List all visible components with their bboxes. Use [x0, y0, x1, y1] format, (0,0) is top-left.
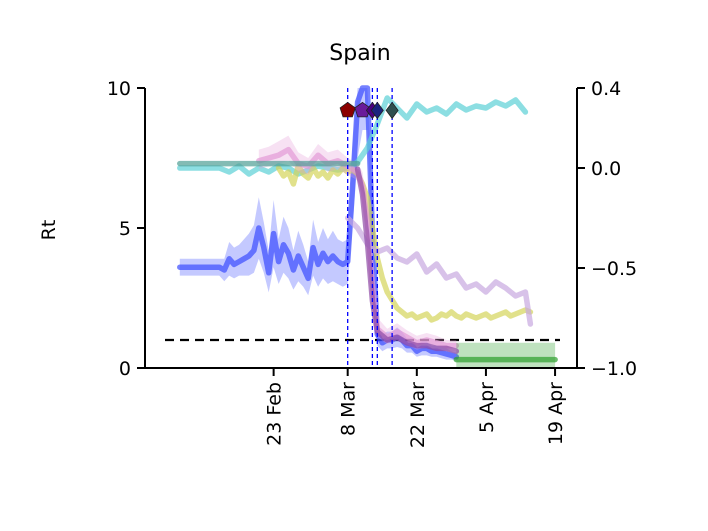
y-axis-label: Rt — [38, 220, 60, 241]
x-tick-label-3: 5 Apr — [476, 382, 498, 433]
x-tick-label-2: 22 Mar — [407, 382, 429, 448]
series-group — [165, 85, 560, 368]
x-tick-label-1: 8 Mar — [338, 382, 360, 436]
series-line-7 — [354, 166, 460, 354]
series-line-2 — [275, 163, 534, 323]
chart-title: Spain — [329, 41, 390, 66]
axes: 0 5 10 −1.0 −0.5 0.0 0.4 23 Feb 8 Mar 22 Mar 5 Apr… — [107, 78, 637, 448]
y2-tick-label-0: −1.0 — [591, 358, 637, 380]
event-marker-3 — [370, 101, 384, 120]
x-tick-label-0: 23 Feb — [264, 382, 286, 446]
series-line-4 — [344, 215, 534, 327]
y-tick-label-0: 0 — [119, 358, 131, 380]
event-marker-4 — [385, 101, 399, 120]
x-tick-label-4: 19 Apr — [545, 382, 567, 445]
series-band-0 — [179, 88, 457, 361]
y2-tick-label-2: 0.0 — [591, 158, 621, 180]
y-tick-label-1: 5 — [119, 218, 131, 240]
y2-tick-label-3: 0.4 — [591, 78, 621, 100]
event-marker-0 — [339, 101, 356, 118]
y2-tick-label-1: −0.5 — [591, 258, 637, 280]
plot-area — [165, 85, 560, 368]
y-tick-label-2: 10 — [107, 78, 131, 100]
series-band-6 — [456, 342, 556, 368]
